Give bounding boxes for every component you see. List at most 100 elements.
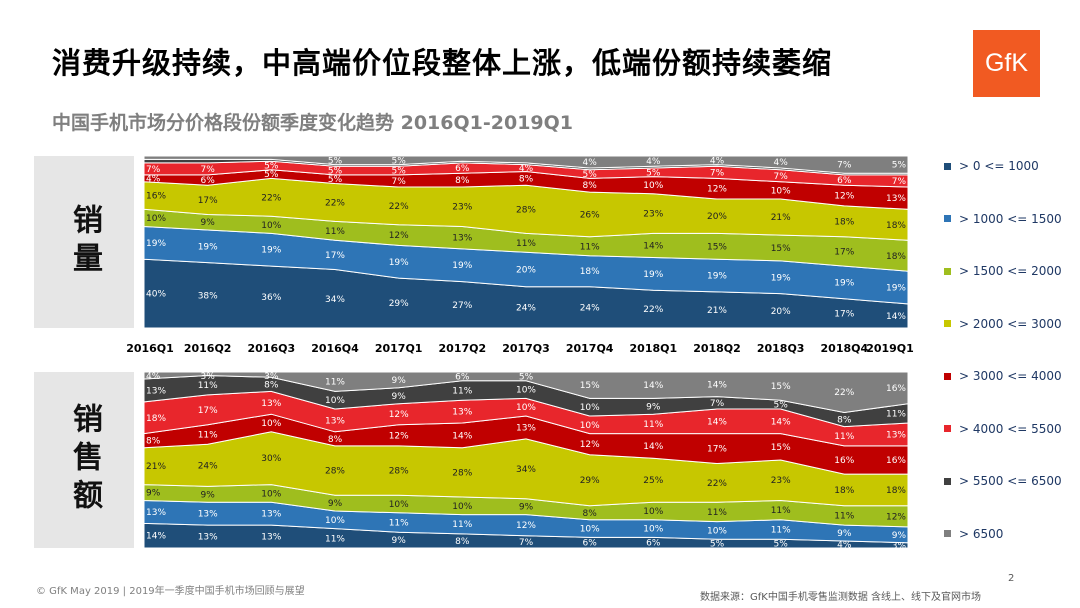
value-data-label: 13% (452, 408, 472, 418)
volume-chart: 40% 38% 36% 34% 29% 27% 24% 24% 22% 21% 20% 17% 14% 1… (140, 155, 912, 329)
value-data-label: 11% (643, 420, 663, 430)
volume-data-label: 20% (707, 212, 727, 222)
value-data-label: 3% (892, 541, 907, 551)
x-tick-label: 2016Q1 (126, 342, 174, 355)
value-data-label: 30% (261, 454, 281, 464)
value-data-label: 6% (646, 539, 661, 549)
value-data-label: 14% (146, 532, 166, 542)
volume-data-label: 27% (452, 301, 472, 311)
value-data-label: 25% (643, 476, 663, 486)
volume-data-label: 20% (771, 307, 791, 317)
volume-data-label: 18% (834, 217, 854, 227)
value-data-label: 13% (146, 387, 166, 397)
volume-data-label: 14% (886, 312, 906, 322)
volume-data-label: 7% (146, 165, 161, 175)
volume-data-label: 19% (834, 278, 854, 288)
volume-data-label: 4% (646, 157, 661, 167)
value-data-label: 11% (452, 520, 472, 530)
volume-data-label: 22% (261, 193, 281, 203)
volume-area-7 (143, 155, 909, 174)
value-data-label: 4% (146, 372, 161, 382)
volume-data-label: 4% (710, 156, 725, 166)
value-data-label: 5% (519, 372, 534, 382)
value-data-label: 12% (389, 431, 409, 441)
volume-data-label: 5% (328, 175, 343, 185)
value-panel-label: 销售额 (34, 372, 134, 548)
volume-data-label: 18% (886, 252, 906, 262)
x-tick-label: 2017Q2 (438, 342, 487, 355)
value-data-label: 16% (886, 384, 906, 394)
volume-data-label: 18% (886, 221, 906, 231)
volume-data-label: 26% (580, 211, 600, 221)
x-tick-label: 2018Q2 (693, 342, 741, 355)
value-data-label: 9% (328, 499, 343, 509)
legend-swatch (944, 267, 951, 275)
volume-data-label: 8% (455, 176, 470, 186)
volume-data-label: 16% (146, 192, 166, 202)
value-data-label: 10% (580, 421, 600, 431)
volume-data-label: 4% (519, 164, 534, 174)
volume-data-label: 17% (325, 251, 345, 261)
value-data-label: 28% (452, 468, 472, 478)
value-data-label: 10% (452, 502, 472, 512)
value-data-label: 14% (707, 380, 727, 390)
value-data-label: 12% (580, 440, 600, 450)
volume-data-label: 38% (198, 291, 218, 301)
legend-swatch (944, 320, 951, 327)
volume-data-label: 5% (328, 167, 343, 177)
volume-data-label: 4% (146, 174, 161, 184)
value-data-label: 18% (146, 414, 166, 424)
value-data-label: 4% (837, 541, 852, 551)
value-data-label: 12% (516, 521, 536, 531)
slide-title: 消费升级持续，中高端价位段整体上涨，低端份额持续萎缩 (52, 46, 833, 80)
volume-data-label: 12% (834, 192, 854, 202)
value-data-label: 11% (325, 378, 345, 388)
legend-item: > 2000 <= 3000 (944, 316, 1062, 332)
volume-data-label: 19% (771, 273, 791, 283)
volume-data-label: 19% (198, 242, 218, 252)
value-data-label: 14% (452, 431, 472, 441)
legend-label: > 2000 <= 3000 (959, 316, 1062, 331)
value-data-label: 12% (886, 512, 906, 522)
volume-data-label: 4% (774, 158, 789, 168)
value-data-label: 10% (516, 403, 536, 413)
volume-data-label: 19% (452, 261, 472, 271)
value-data-label: 28% (389, 467, 409, 477)
volume-area-chart: 40% 38% 36% 34% 29% 27% 24% 24% 22% 21% 20% 17% 14% 1… (143, 155, 909, 329)
value-data-label: 11% (198, 431, 218, 441)
value-data-label: 16% (886, 456, 906, 466)
value-data-label: 6% (455, 372, 470, 382)
value-data-label: 13% (325, 416, 345, 426)
value-data-label: 15% (580, 381, 600, 391)
value-data-label: 10% (261, 489, 281, 499)
value-data-label: 7% (519, 538, 534, 548)
volume-data-label: 40% (146, 290, 166, 300)
value-data-label: 10% (580, 525, 600, 535)
x-tick-label: 2018Q1 (629, 342, 678, 355)
x-axis-labels: 2016Q1 2016Q2 2016Q3 2016Q4 2017Q1 2017Q2 2017… (126, 342, 914, 364)
value-data-label: 13% (261, 399, 281, 409)
value-data-label: 10% (389, 500, 409, 510)
legend-item: > 1500 <= 2000 (944, 263, 1062, 279)
legend-label: > 1000 <= 1500 (959, 211, 1062, 226)
value-data-label: 9% (646, 402, 661, 412)
value-data-label: 10% (643, 507, 663, 517)
value-data-label: 11% (771, 506, 791, 516)
value-data-label: 11% (834, 432, 854, 442)
legend-item: > 1000 <= 1500 (944, 211, 1062, 227)
x-tick-label: 2017Q4 (565, 342, 614, 355)
volume-data-label: 15% (771, 244, 791, 254)
volume-data-label: 14% (643, 241, 663, 251)
legend-label: > 4000 <= 5500 (959, 421, 1062, 436)
volume-data-label: 17% (198, 196, 218, 206)
value-data-label: 17% (707, 445, 727, 455)
volume-data-label: 19% (146, 239, 166, 249)
value-data-label: 24% (198, 461, 218, 471)
value-data-label: 15% (771, 443, 791, 453)
volume-data-label: 20% (516, 266, 536, 276)
value-data-label: 5% (774, 540, 789, 550)
volume-data-label: 36% (261, 293, 281, 303)
legend-swatch (944, 215, 951, 222)
value-data-label: 9% (892, 531, 907, 541)
value-data-label: 18% (834, 486, 854, 496)
